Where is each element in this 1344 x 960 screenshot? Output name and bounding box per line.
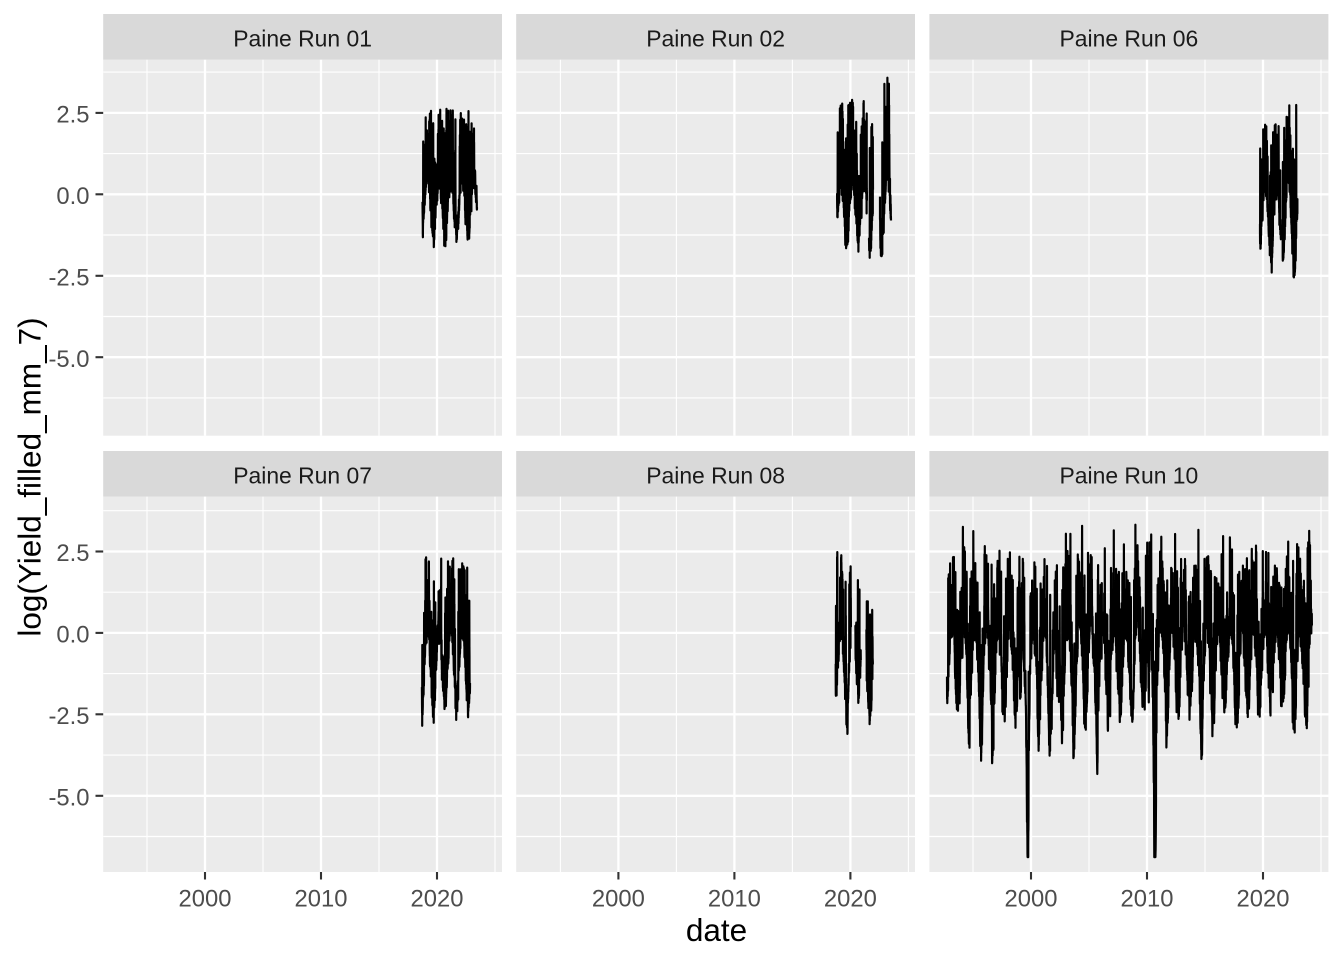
svg-text:2.5: 2.5	[56, 540, 89, 567]
svg-text:Paine Run 07: Paine Run 07	[233, 463, 372, 489]
svg-text:Paine Run 08: Paine Run 08	[646, 463, 785, 489]
svg-text:2000: 2000	[179, 886, 232, 913]
svg-text:2000: 2000	[1005, 886, 1058, 913]
svg-text:-2.5: -2.5	[48, 264, 89, 291]
svg-text:Paine Run 01: Paine Run 01	[233, 26, 372, 52]
svg-text:-5.0: -5.0	[48, 346, 89, 373]
svg-text:Paine Run 02: Paine Run 02	[646, 26, 785, 52]
svg-text:2010: 2010	[708, 886, 761, 913]
svg-text:2020: 2020	[1237, 886, 1290, 913]
svg-text:2020: 2020	[411, 886, 464, 913]
svg-text:date: date	[686, 912, 747, 948]
svg-text:Paine Run 10: Paine Run 10	[1060, 463, 1199, 489]
svg-text:0.0: 0.0	[56, 183, 89, 210]
svg-text:2000: 2000	[592, 886, 645, 913]
svg-text:-5.0: -5.0	[48, 785, 89, 812]
svg-text:2.5: 2.5	[56, 102, 89, 129]
svg-text:0.0: 0.0	[56, 622, 89, 649]
svg-text:2010: 2010	[1121, 886, 1174, 913]
svg-text:2020: 2020	[824, 886, 877, 913]
svg-text:2010: 2010	[295, 886, 348, 913]
svg-text:-2.5: -2.5	[48, 703, 89, 730]
svg-text:log(Yield_filled_mm_7): log(Yield_filled_mm_7)	[12, 317, 48, 636]
svg-text:Paine Run 06: Paine Run 06	[1060, 26, 1199, 52]
